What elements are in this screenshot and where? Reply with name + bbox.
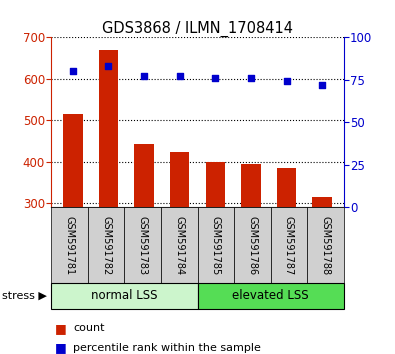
Point [177, 73, 183, 79]
Text: ■: ■ [55, 341, 67, 354]
Bar [99, 50, 118, 207]
Text: ■: ■ [55, 322, 67, 335]
Text: GSM591786: GSM591786 [247, 216, 257, 275]
Text: GSM591785: GSM591785 [211, 216, 221, 275]
Bar [277, 168, 296, 207]
Bar [205, 161, 225, 207]
Text: percentile rank within the sample: percentile rank within the sample [73, 343, 261, 353]
Text: GSM591787: GSM591787 [284, 216, 294, 275]
Bar [134, 144, 154, 207]
Text: count: count [73, 323, 105, 333]
Point [212, 75, 218, 81]
Point [105, 63, 111, 69]
Point [319, 82, 325, 87]
Bar [312, 197, 332, 207]
Text: GSM591783: GSM591783 [138, 216, 148, 275]
Text: GSM591788: GSM591788 [320, 216, 330, 275]
Text: normal LSS: normal LSS [91, 290, 158, 302]
Point [284, 79, 290, 84]
Bar [170, 152, 190, 207]
Bar [63, 114, 83, 207]
Point [141, 73, 147, 79]
Title: GDS3868 / ILMN_1708414: GDS3868 / ILMN_1708414 [102, 21, 293, 37]
Bar [241, 164, 261, 207]
Point [248, 75, 254, 81]
Text: GSM591782: GSM591782 [101, 216, 111, 275]
Text: GSM591784: GSM591784 [174, 216, 184, 275]
Text: elevated LSS: elevated LSS [232, 290, 309, 302]
Point [70, 68, 76, 74]
Text: GSM591781: GSM591781 [65, 216, 75, 275]
Text: stress ▶: stress ▶ [2, 291, 47, 301]
